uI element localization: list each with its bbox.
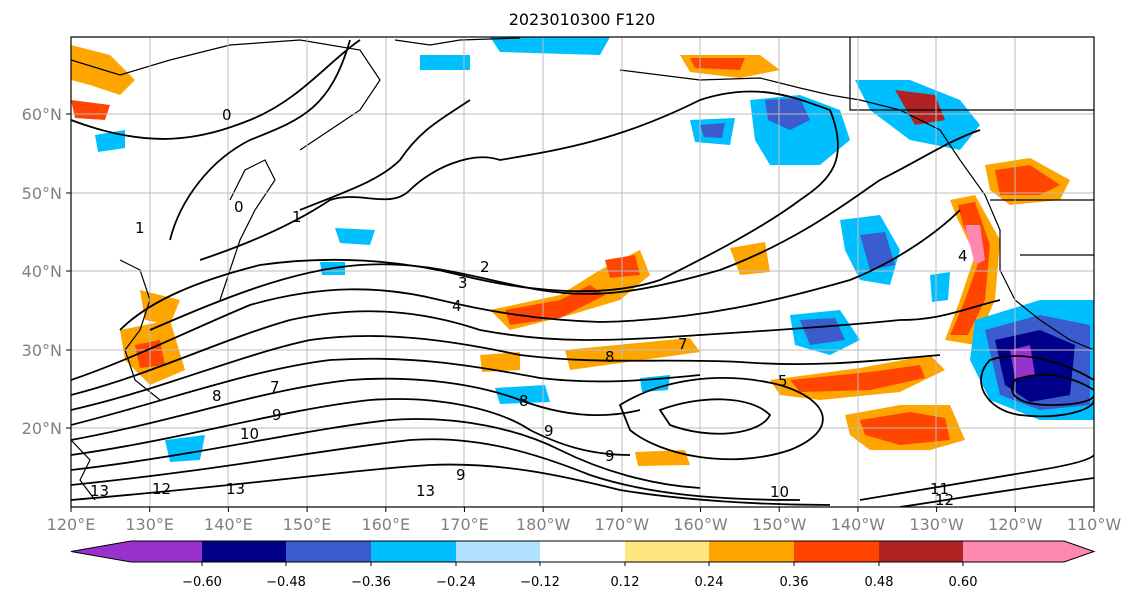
- contour-label: 8: [519, 392, 529, 410]
- colorbar-tick-label: −0.48: [266, 575, 306, 590]
- colorbar-tick-label: 0.12: [611, 575, 640, 590]
- positive-anomaly-region: [505, 285, 605, 325]
- longitude-tick-labels: 120°E 130°E 140°E 150°E 160°E 170°E 180°W 170°W…: [47, 507, 1122, 534]
- colorbar-segment: [879, 541, 963, 562]
- colorbar-tick-label: 0.48: [865, 575, 894, 590]
- lon-tick-label: 170°W: [595, 515, 650, 534]
- positive-anomaly-region: [965, 225, 985, 265]
- colorbar-segment: [540, 541, 625, 562]
- contour-label: 8: [212, 387, 222, 405]
- lon-tick-label: 160°W: [673, 515, 728, 534]
- contour-label: 0: [222, 106, 232, 124]
- lon-tick-label: 130°W: [909, 515, 964, 534]
- lon-tick-label: 150°W: [752, 515, 807, 534]
- negative-anomaly-region: [490, 37, 610, 55]
- contour-label: 7: [678, 335, 688, 353]
- lon-tick-label: 140°W: [831, 515, 886, 534]
- lon-tick-label: 180°W: [516, 515, 571, 534]
- lon-tick-label: 160°E: [361, 515, 410, 534]
- colorbar-tick-label: −0.12: [520, 575, 560, 590]
- negative-anomaly-region: [495, 385, 550, 404]
- contour-label: 12: [152, 480, 171, 498]
- contour-label: 1: [292, 208, 302, 226]
- contour-label: 9: [605, 447, 615, 465]
- contour-label: 9: [272, 406, 282, 424]
- lat-tick-label: 40°N: [22, 262, 62, 281]
- lon-tick-label: 150°E: [283, 515, 332, 534]
- colorbar-segment: [794, 541, 879, 562]
- contour-label: 8: [605, 348, 615, 366]
- colorbar-segment: [286, 541, 371, 562]
- contour-label: 4: [452, 297, 462, 315]
- contour-label: 4: [958, 247, 968, 265]
- contour-label: 12: [935, 491, 954, 509]
- colorbar-tick-label: 0.60: [949, 575, 978, 590]
- colorbar-segment: [71, 541, 202, 562]
- contour-label: 13: [226, 480, 245, 498]
- negative-anomaly-region: [420, 55, 470, 70]
- coastlines: [71, 37, 1094, 501]
- lon-tick-label: 140°E: [204, 515, 253, 534]
- positive-anomaly-region: [895, 90, 945, 125]
- colorbar: [70, 540, 1096, 563]
- contour-label: 9: [544, 422, 554, 440]
- colorbar-segment: [709, 541, 794, 562]
- negative-anomaly-region: [335, 228, 375, 245]
- positive-anomaly-region: [565, 338, 700, 370]
- colorbar-segment: [456, 541, 540, 562]
- lon-tick-label: 120°W: [988, 515, 1043, 534]
- negative-anomaly-region: [1010, 345, 1035, 378]
- contour-label: 11: [930, 480, 949, 498]
- negative-anomaly-region: [800, 318, 845, 345]
- contour-label: 3: [458, 274, 468, 292]
- map-content: [71, 37, 1094, 507]
- colorbar-segment: [371, 541, 456, 562]
- lat-tick-label: 60°N: [22, 105, 62, 124]
- positive-anomaly-region: [71, 100, 110, 120]
- negative-anomaly-region: [860, 232, 895, 270]
- lon-tick-label: 130°E: [125, 515, 174, 534]
- positive-anomaly-region: [690, 58, 745, 70]
- colorbar-tick-label: 0.24: [695, 575, 724, 590]
- negative-anomaly-region: [930, 272, 950, 302]
- lon-tick-label: 120°E: [47, 515, 96, 534]
- contour-label: 9: [456, 466, 466, 484]
- latitude-tick-labels: 60°N 50°N 40°N 30°N 20°N: [22, 105, 71, 438]
- colorbar-outline: [70, 540, 1096, 563]
- contour-label: 10: [770, 483, 789, 501]
- map-frame: [70, 36, 1095, 508]
- positive-anomaly-region: [945, 195, 1000, 345]
- contour-label: 13: [416, 482, 435, 500]
- lon-tick-label: 110°W: [1067, 515, 1122, 534]
- contour-label: 7: [270, 378, 280, 396]
- colorbar-tick-labels: −0.60 −0.48 −0.36 −0.24 −0.12 0.12 0.24 0.36 0.4…: [182, 562, 977, 590]
- contour-label: 2: [480, 258, 490, 276]
- colorbar-tick-label: −0.24: [436, 575, 476, 590]
- colorbar-tick-label: 0.36: [780, 575, 809, 590]
- positive-anomaly-region: [635, 450, 690, 466]
- negative-anomaly-region: [95, 130, 125, 152]
- lon-tick-label: 170°E: [440, 515, 489, 534]
- negative-anomaly-region: [700, 123, 725, 138]
- contour-label: 1: [135, 219, 145, 237]
- contour-label: 5: [778, 372, 788, 390]
- lat-tick-label: 20°N: [22, 419, 62, 438]
- figure-title: 2023010300 F120: [509, 10, 656, 29]
- colorbar-tick-label: −0.36: [351, 575, 391, 590]
- contour-label: 13: [90, 482, 109, 500]
- contour-label: 10: [240, 425, 259, 443]
- colorbar-segment: [202, 541, 286, 562]
- contour-lines: [71, 39, 1094, 507]
- contour-label: 0: [234, 198, 244, 216]
- colorbar-segment: [625, 541, 709, 562]
- gridlines: [71, 37, 1094, 507]
- lat-tick-label: 30°N: [22, 341, 62, 360]
- positive-anomaly-region: [480, 352, 520, 372]
- colorbar-tick-label: −0.60: [182, 575, 222, 590]
- positive-anomaly-region: [995, 165, 1060, 195]
- colorbar-segment: [963, 541, 1094, 562]
- lat-tick-label: 50°N: [22, 184, 62, 203]
